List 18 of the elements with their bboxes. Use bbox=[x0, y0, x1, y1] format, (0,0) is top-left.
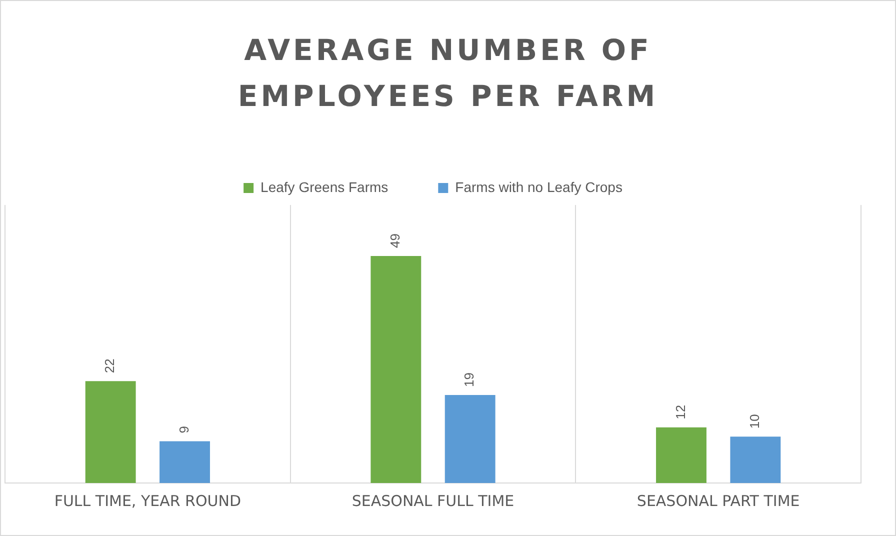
bar bbox=[656, 427, 706, 483]
data-label: 22 bbox=[102, 358, 118, 374]
data-label: 19 bbox=[462, 372, 477, 387]
bar bbox=[370, 256, 422, 483]
legend-label: Leafy Greens Farms bbox=[260, 178, 388, 195]
x-tick-label: SEASONAL PART TIME bbox=[636, 492, 800, 510]
bar bbox=[444, 394, 496, 483]
x-tick-label: FULL TIME, YEAR ROUND bbox=[54, 492, 242, 510]
data-label: 10 bbox=[747, 414, 762, 429]
chart-title: AVERAGE NUMBER OF EMPLOYEES PER FARM bbox=[236, 32, 660, 115]
bar bbox=[85, 381, 136, 483]
bar bbox=[730, 436, 781, 483]
data-label: 9 bbox=[176, 426, 192, 434]
x-tick-label: SEASONAL FULL TIME bbox=[352, 492, 514, 510]
legend-label: Farms with no Leafy Crops bbox=[455, 178, 622, 195]
data-label: 49 bbox=[387, 234, 402, 248]
bar bbox=[160, 441, 210, 483]
data-label: 12 bbox=[672, 404, 688, 420]
